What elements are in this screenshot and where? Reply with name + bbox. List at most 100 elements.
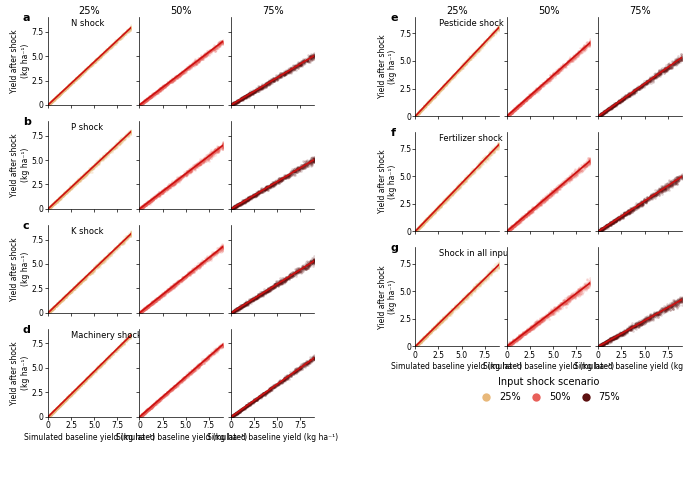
Point — [519, 98, 530, 106]
Point — [232, 201, 242, 209]
Point — [107, 349, 118, 357]
Point — [413, 224, 424, 232]
Point — [239, 404, 250, 412]
Point — [136, 411, 147, 418]
Point — [88, 163, 99, 171]
Point — [240, 299, 251, 307]
Point — [264, 182, 275, 190]
Point — [63, 393, 74, 401]
Point — [304, 357, 315, 365]
Point — [201, 48, 212, 55]
Point — [521, 96, 532, 104]
Point — [647, 189, 658, 197]
Point — [153, 192, 164, 200]
Point — [473, 47, 484, 55]
Point — [653, 190, 664, 198]
Point — [135, 101, 146, 109]
Point — [53, 299, 64, 307]
Point — [242, 402, 253, 410]
Point — [64, 184, 75, 192]
Point — [158, 82, 169, 90]
Point — [666, 299, 677, 307]
Point — [602, 106, 613, 114]
Point — [103, 45, 114, 53]
Point — [229, 203, 240, 211]
Point — [160, 82, 171, 90]
Point — [608, 218, 619, 226]
Point — [95, 259, 106, 267]
Point — [206, 254, 216, 261]
Point — [295, 164, 306, 172]
Point — [156, 84, 167, 92]
Point — [624, 207, 635, 215]
Point — [72, 73, 83, 81]
Point — [140, 406, 151, 414]
Point — [521, 329, 532, 337]
Point — [536, 196, 547, 204]
Point — [614, 331, 625, 339]
Point — [522, 326, 533, 334]
Point — [460, 57, 471, 65]
Point — [416, 222, 427, 229]
Point — [510, 104, 521, 111]
Point — [108, 40, 119, 48]
Point — [176, 172, 187, 180]
Point — [614, 330, 625, 338]
Point — [296, 363, 307, 371]
Point — [660, 306, 671, 313]
Point — [199, 154, 210, 161]
Point — [275, 72, 286, 80]
Point — [417, 220, 428, 228]
Point — [605, 336, 616, 344]
Point — [112, 244, 123, 252]
Point — [216, 242, 227, 250]
Point — [622, 91, 633, 99]
Point — [629, 201, 640, 209]
Point — [415, 107, 426, 114]
Point — [62, 82, 73, 90]
Point — [88, 160, 99, 168]
Point — [107, 40, 118, 47]
Point — [234, 96, 245, 104]
Point — [656, 70, 667, 78]
Point — [610, 100, 621, 108]
Point — [226, 204, 237, 212]
Point — [71, 75, 82, 83]
Point — [52, 197, 63, 204]
Point — [249, 87, 260, 95]
Point — [264, 286, 275, 294]
Point — [551, 186, 562, 193]
Point — [279, 174, 290, 181]
Point — [184, 167, 195, 175]
Point — [153, 295, 164, 303]
Point — [163, 286, 174, 294]
Point — [54, 297, 65, 305]
Point — [556, 64, 567, 71]
Point — [48, 304, 59, 311]
Point — [154, 86, 165, 94]
Point — [514, 216, 525, 224]
Point — [551, 182, 562, 190]
Point — [90, 162, 101, 170]
Point — [228, 100, 239, 108]
Point — [483, 269, 494, 277]
Point — [160, 184, 171, 191]
Point — [536, 198, 547, 206]
Point — [555, 301, 566, 308]
Point — [619, 94, 630, 102]
Point — [232, 409, 242, 416]
Point — [621, 93, 632, 100]
Point — [290, 366, 301, 374]
Point — [69, 283, 80, 291]
Point — [575, 48, 586, 55]
Point — [506, 108, 517, 116]
Point — [446, 75, 457, 83]
Point — [663, 65, 674, 73]
Point — [427, 209, 438, 217]
Point — [303, 359, 314, 367]
Point — [413, 339, 424, 347]
Point — [199, 53, 210, 61]
Point — [175, 277, 186, 284]
Point — [84, 63, 95, 71]
Point — [232, 409, 243, 416]
